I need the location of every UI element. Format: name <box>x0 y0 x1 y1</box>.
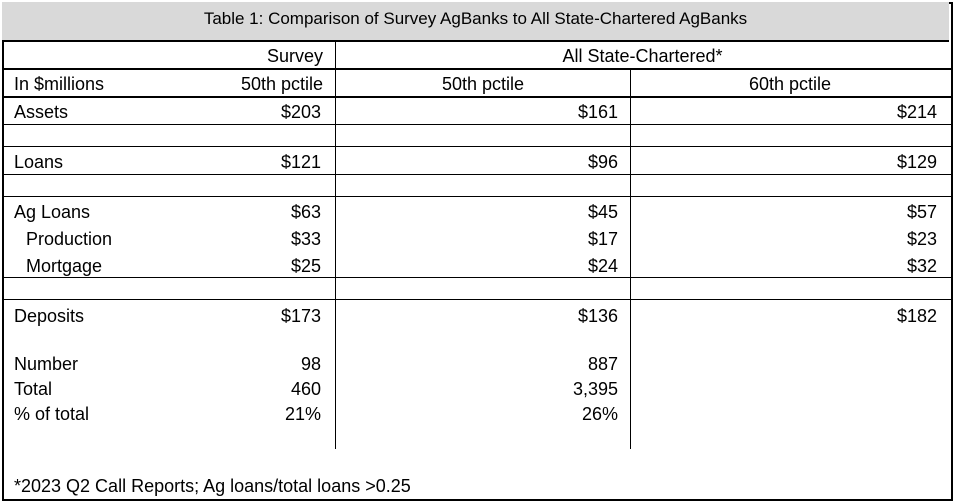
header-all-state-chartered: All State-Chartered* <box>562 46 723 66</box>
cell-all60: $129 <box>896 152 937 172</box>
row-label-total: Total <box>14 379 53 399</box>
header-all-50th: 50th pctile <box>441 74 525 94</box>
cell-survey: $33 <box>290 229 321 249</box>
rule-row <box>2 174 951 175</box>
cell-survey: 21% <box>284 404 321 424</box>
rule-row <box>2 124 951 125</box>
rule-row <box>2 196 951 197</box>
cell-survey: $25 <box>290 256 321 276</box>
footnote: *2023 Q2 Call Reports; Ag loans/total lo… <box>14 476 411 496</box>
cell-survey: 460 <box>290 379 321 399</box>
header-survey-50th: 50th pctile <box>240 74 323 94</box>
cell-all50: $136 <box>577 306 618 326</box>
row-label-ag-loans: Ag Loans <box>14 202 91 222</box>
cell-survey: $203 <box>280 102 321 122</box>
cell-all60: $32 <box>906 256 937 276</box>
rule-row <box>2 299 951 300</box>
cell-all50: 3,395 <box>572 379 618 399</box>
row-label-number: Number <box>14 354 79 374</box>
header-row-label: In $millions <box>14 74 105 94</box>
row-label-deposits: Deposits <box>14 306 85 326</box>
header-all-60th: 60th pctile <box>748 74 832 94</box>
cell-all50: $17 <box>587 229 618 249</box>
header-survey: Survey <box>266 46 323 66</box>
cell-all60: $23 <box>906 229 937 249</box>
cell-all60: $182 <box>896 306 937 326</box>
cell-all50: 887 <box>587 354 618 374</box>
row-label-assets: Assets <box>14 102 69 122</box>
rule-row <box>2 146 951 147</box>
cell-all50: $24 <box>587 256 618 276</box>
col-divider-survey <box>335 42 336 449</box>
cell-survey: $173 <box>280 306 321 326</box>
row-label-percent-of-total: % of total <box>14 404 90 424</box>
table-title: Table 1: Comparison of Survey AgBanks to… <box>2 2 949 42</box>
cell-all50: 26% <box>581 404 618 424</box>
row-label-production: Production <box>26 229 113 249</box>
rule-header-bottom <box>2 96 951 98</box>
cell-all50: $96 <box>587 152 618 172</box>
cell-all50: $161 <box>577 102 618 122</box>
rule-row <box>2 277 951 278</box>
cell-all50: $45 <box>587 202 618 222</box>
cell-survey: $121 <box>280 152 321 172</box>
col-divider-all <box>630 68 631 449</box>
cell-all60: $214 <box>896 102 937 122</box>
rule-header-sub <box>2 68 951 70</box>
row-label-mortgage: Mortgage <box>26 256 103 276</box>
cell-survey: $63 <box>290 202 321 222</box>
cell-survey: 98 <box>300 354 321 374</box>
cell-all60: $57 <box>906 202 937 222</box>
row-label-loans: Loans <box>14 152 64 172</box>
